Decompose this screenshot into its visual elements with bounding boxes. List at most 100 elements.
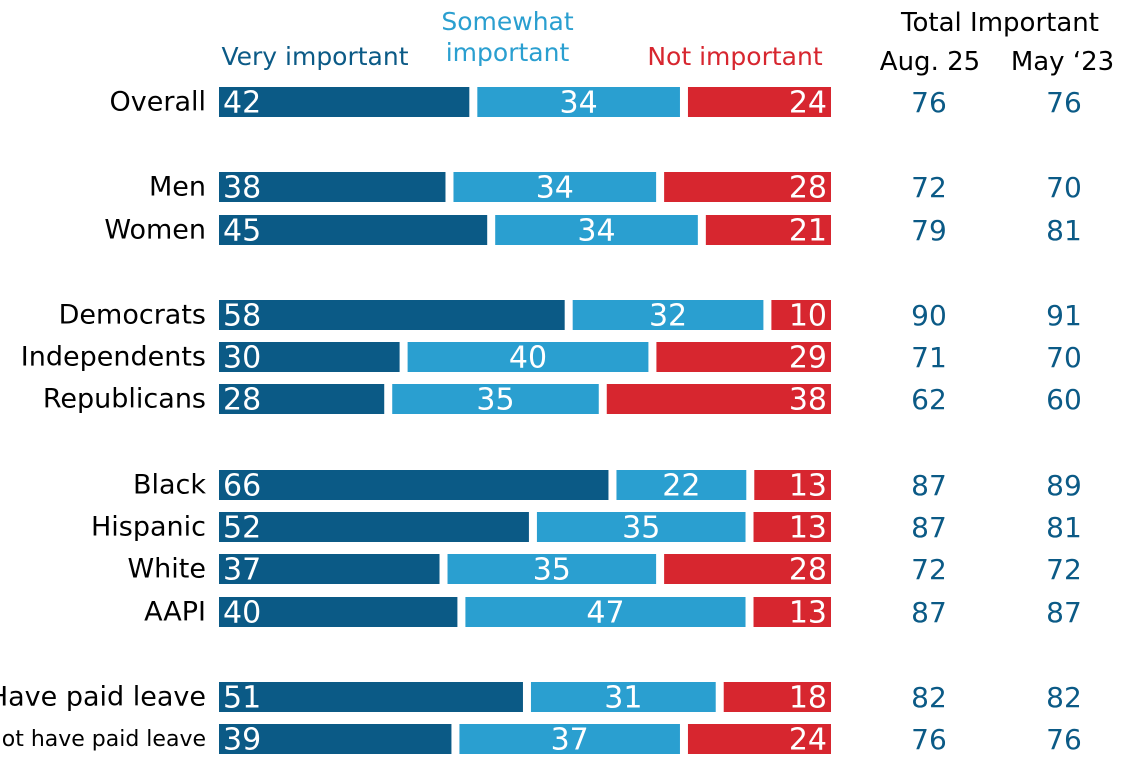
bar-democrats-somewhat-important	[572, 300, 764, 330]
bar-black-very-important	[219, 470, 609, 500]
bar-aapi-not-important	[753, 597, 831, 627]
total-may23-men: 70	[1046, 171, 1082, 204]
total-aug25-democrats: 90	[911, 299, 947, 332]
data-label-do-not-have-paid-leave-somewhat-important: 37	[551, 723, 589, 757]
data-label-white-very-important: 37	[223, 553, 261, 588]
total-aug25-hispanic: 87	[911, 511, 947, 544]
data-label-black-not-important: 13	[789, 469, 827, 504]
data-label-women-somewhat-important: 34	[577, 214, 615, 249]
bar-men-somewhat-important	[453, 172, 657, 202]
total-may23-black: 89	[1046, 469, 1082, 502]
total-column-may23-header: May ‘23	[1010, 47, 1115, 77]
data-label-have-paid-leave-not-important: 18	[789, 681, 827, 716]
data-label-white-somewhat-important: 35	[533, 553, 571, 588]
total-aug25-white: 72	[911, 553, 947, 586]
data-label-overall-very-important: 42	[223, 86, 261, 121]
bar-do-not-have-paid-leave-very-important	[219, 724, 452, 754]
legend-somewhat-important-line2: important	[445, 38, 570, 67]
row-label-independents: Independents	[21, 342, 206, 373]
bar-do-not-have-paid-leave-somewhat-important	[459, 724, 680, 754]
bar-overall-not-important	[687, 87, 831, 117]
bar-hispanic-somewhat-important	[536, 512, 746, 542]
data-label-women-not-important: 21	[789, 214, 827, 249]
row-label-women: Women	[104, 215, 206, 246]
data-label-hispanic-very-important: 52	[223, 511, 261, 546]
bar-overall-very-important	[219, 87, 470, 117]
data-label-democrats-very-important: 58	[223, 299, 261, 334]
total-may23-have-paid-leave: 82	[1046, 681, 1082, 714]
bar-overall-somewhat-important	[477, 87, 680, 117]
data-label-aapi-somewhat-important: 47	[586, 596, 624, 631]
data-label-overall-somewhat-important: 34	[560, 86, 598, 121]
row-label-men: Men	[149, 172, 206, 203]
bar-men-very-important	[219, 172, 446, 202]
data-label-men-not-important: 28	[789, 171, 827, 206]
row-label-aapi: AAPI	[144, 597, 206, 628]
bar-women-very-important	[219, 215, 488, 245]
legend-not-important: Not important	[647, 42, 823, 71]
total-may23-do-not-have-paid-leave: 76	[1046, 723, 1082, 756]
row-label-do-not-have-paid-leave: Do not have paid leave	[0, 727, 206, 752]
data-label-republicans-not-important: 38	[789, 383, 827, 418]
data-label-do-not-have-paid-leave-not-important: 24	[789, 723, 827, 757]
data-label-republicans-somewhat-important: 35	[476, 383, 514, 418]
data-label-aapi-not-important: 13	[789, 596, 827, 631]
data-label-independents-very-important: 30	[223, 341, 261, 376]
row-label-hispanic: Hispanic	[91, 512, 206, 543]
data-label-have-paid-leave-very-important: 51	[223, 681, 261, 716]
total-may23-republicans: 60	[1046, 383, 1082, 416]
row-label-democrats: Democrats	[59, 300, 206, 331]
row-label-republicans: Republicans	[43, 384, 206, 415]
data-label-men-somewhat-important: 34	[536, 171, 574, 206]
bar-republicans-very-important	[219, 384, 385, 414]
total-may23-women: 81	[1046, 214, 1082, 247]
total-may23-aapi: 87	[1046, 596, 1082, 629]
total-aug25-republicans: 62	[911, 383, 947, 416]
data-label-democrats-somewhat-important: 32	[649, 299, 687, 334]
data-label-do-not-have-paid-leave-very-important: 39	[223, 723, 261, 757]
bar-independents-somewhat-important	[407, 342, 649, 372]
bar-have-paid-leave-very-important	[219, 682, 523, 712]
data-label-overall-not-important: 24	[789, 86, 827, 121]
bar-white-not-important	[664, 554, 831, 584]
total-important-header: Total Important	[901, 8, 1099, 38]
total-may23-hispanic: 81	[1046, 511, 1082, 544]
total-may23-overall: 76	[1046, 86, 1082, 119]
data-label-men-very-important: 38	[223, 171, 261, 206]
total-may23-independents: 70	[1046, 341, 1082, 374]
bar-republicans-somewhat-important	[392, 384, 599, 414]
total-aug25-black: 87	[911, 469, 947, 502]
bar-democrats-not-important	[771, 300, 831, 330]
bar-black-somewhat-important	[616, 470, 747, 500]
bar-men-not-important	[664, 172, 831, 202]
bar-independents-not-important	[656, 342, 831, 372]
bar-hispanic-very-important	[219, 512, 529, 542]
data-label-have-paid-leave-somewhat-important: 31	[604, 681, 642, 716]
bar-do-not-have-paid-leave-not-important	[687, 724, 831, 754]
data-label-hispanic-somewhat-important: 35	[622, 511, 660, 546]
data-label-black-somewhat-important: 22	[662, 469, 700, 504]
legend-very-important: Very important	[221, 42, 409, 71]
total-aug25-women: 79	[911, 214, 947, 247]
row-label-overall: Overall	[110, 87, 207, 118]
data-label-aapi-very-important: 40	[223, 596, 261, 631]
total-may23-white: 72	[1046, 553, 1082, 586]
row-label-have-paid-leave: Have paid leave	[0, 682, 206, 713]
bar-aapi-very-important	[219, 597, 458, 627]
data-label-black-very-important: 66	[223, 469, 261, 504]
total-aug25-do-not-have-paid-leave: 76	[911, 723, 947, 756]
total-may23-democrats: 91	[1046, 299, 1082, 332]
bar-democrats-very-important	[219, 300, 565, 330]
bar-have-paid-leave-not-important	[723, 682, 831, 712]
bar-have-paid-leave-somewhat-important	[530, 682, 716, 712]
bar-aapi-somewhat-important	[465, 597, 746, 627]
total-aug25-have-paid-leave: 82	[911, 681, 947, 714]
bar-republicans-not-important	[606, 384, 831, 414]
bar-women-somewhat-important	[495, 215, 698, 245]
total-aug25-overall: 76	[911, 86, 947, 119]
total-aug25-aapi: 87	[911, 596, 947, 629]
total-column-aug25-header: Aug. 25	[879, 47, 981, 77]
data-label-independents-not-important: 29	[789, 341, 827, 376]
bar-white-somewhat-important	[447, 554, 657, 584]
bar-white-very-important	[219, 554, 440, 584]
